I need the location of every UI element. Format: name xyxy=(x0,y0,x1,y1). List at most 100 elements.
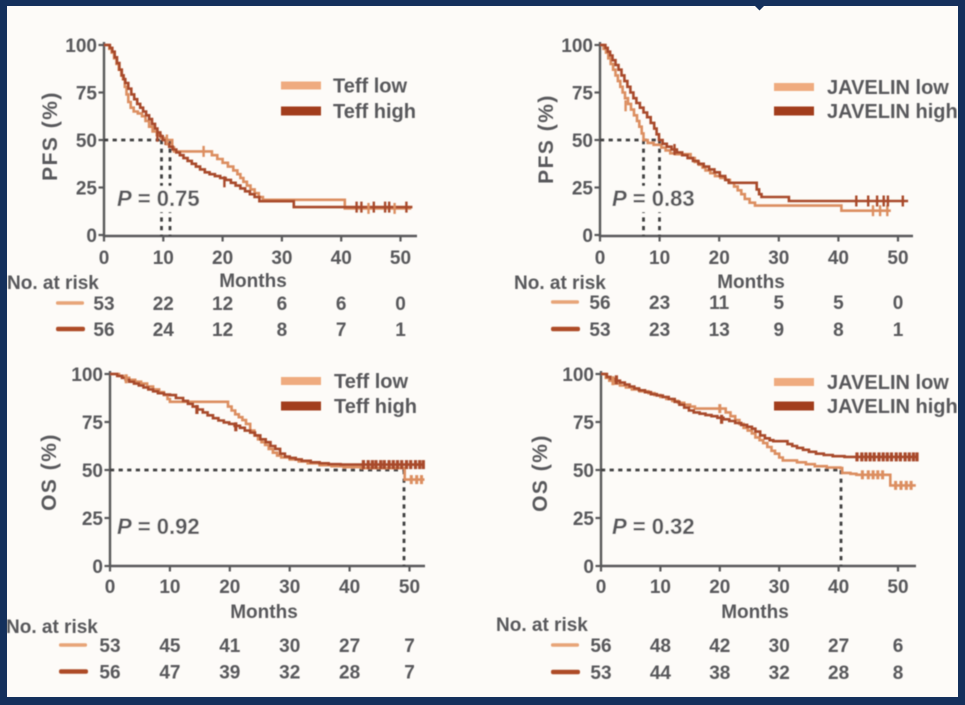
svg-text:OS (%): OS (%) xyxy=(38,433,61,511)
svg-text:50: 50 xyxy=(572,131,593,152)
svg-text:56: 56 xyxy=(99,662,120,683)
svg-text:30: 30 xyxy=(279,577,300,598)
svg-text:30: 30 xyxy=(769,577,790,598)
svg-text:0: 0 xyxy=(105,577,116,598)
svg-text:Months: Months xyxy=(721,602,789,623)
svg-text:P = 0.32: P = 0.32 xyxy=(612,514,695,539)
svg-text:7: 7 xyxy=(404,636,415,657)
svg-text:50: 50 xyxy=(76,131,97,152)
svg-text:32: 32 xyxy=(769,663,790,684)
svg-text:0: 0 xyxy=(86,226,97,247)
svg-text:JAVELIN high: JAVELIN high xyxy=(827,396,958,418)
svg-text:45: 45 xyxy=(159,636,181,657)
svg-text:No. at risk: No. at risk xyxy=(514,273,606,294)
svg-text:20: 20 xyxy=(219,577,240,598)
svg-text:53: 53 xyxy=(99,636,120,657)
svg-text:38: 38 xyxy=(709,663,730,684)
svg-text:53: 53 xyxy=(589,320,610,341)
svg-text:20: 20 xyxy=(212,248,233,269)
svg-text:39: 39 xyxy=(219,662,240,683)
svg-text:56: 56 xyxy=(589,293,610,314)
svg-text:7: 7 xyxy=(336,320,347,341)
svg-text:0: 0 xyxy=(596,577,607,598)
svg-text:Teff low: Teff low xyxy=(334,371,409,393)
svg-text:OS (%): OS (%) xyxy=(529,434,552,512)
svg-text:30: 30 xyxy=(279,636,300,657)
svg-text:10: 10 xyxy=(649,248,670,269)
svg-text:50: 50 xyxy=(82,461,103,482)
svg-text:25: 25 xyxy=(76,178,98,199)
svg-text:0: 0 xyxy=(582,226,593,247)
svg-text:Months: Months xyxy=(219,271,287,292)
svg-text:100: 100 xyxy=(562,365,594,386)
svg-text:100: 100 xyxy=(65,36,97,57)
svg-text:8: 8 xyxy=(833,320,844,341)
svg-text:6: 6 xyxy=(336,294,347,315)
svg-text:50: 50 xyxy=(390,248,411,269)
svg-text:8: 8 xyxy=(277,320,288,341)
svg-text:PFS (%): PFS (%) xyxy=(39,91,62,181)
svg-text:No. at risk: No. at risk xyxy=(6,617,98,638)
svg-text:Teff low: Teff low xyxy=(333,76,408,98)
svg-text:0: 0 xyxy=(92,557,103,578)
svg-text:23: 23 xyxy=(649,293,670,314)
svg-text:0: 0 xyxy=(893,293,904,314)
svg-text:53: 53 xyxy=(93,294,114,315)
svg-text:0: 0 xyxy=(99,248,110,269)
svg-text:44: 44 xyxy=(650,663,672,684)
svg-text:53: 53 xyxy=(590,663,611,684)
svg-text:10: 10 xyxy=(650,577,671,598)
svg-text:P = 0.75: P = 0.75 xyxy=(117,186,200,211)
svg-text:28: 28 xyxy=(828,663,849,684)
svg-text:41: 41 xyxy=(219,636,241,657)
svg-text:75: 75 xyxy=(82,413,104,434)
svg-text:13: 13 xyxy=(709,320,730,341)
svg-text:27: 27 xyxy=(339,636,360,657)
svg-text:27: 27 xyxy=(828,636,849,657)
svg-text:75: 75 xyxy=(572,83,594,104)
svg-text:P = 0.92: P = 0.92 xyxy=(117,514,200,539)
svg-text:5: 5 xyxy=(833,293,844,314)
svg-text:20: 20 xyxy=(709,248,730,269)
svg-text:0: 0 xyxy=(395,294,406,315)
svg-text:JAVELIN high: JAVELIN high xyxy=(827,101,958,123)
svg-text:48: 48 xyxy=(650,636,671,657)
svg-text:5: 5 xyxy=(774,293,785,314)
svg-text:12: 12 xyxy=(212,320,233,341)
svg-text:100: 100 xyxy=(561,36,593,57)
svg-text:30: 30 xyxy=(769,636,790,657)
svg-text:42: 42 xyxy=(709,636,730,657)
svg-text:10: 10 xyxy=(153,248,174,269)
svg-text:56: 56 xyxy=(590,636,611,657)
svg-text:50: 50 xyxy=(399,577,420,598)
svg-text:1: 1 xyxy=(395,320,406,341)
svg-text:50: 50 xyxy=(887,248,908,269)
svg-text:25: 25 xyxy=(572,178,594,199)
svg-text:22: 22 xyxy=(153,294,174,315)
svg-text:28: 28 xyxy=(339,662,360,683)
svg-text:50: 50 xyxy=(573,461,594,482)
svg-text:Teff high: Teff high xyxy=(334,396,417,418)
svg-text:8: 8 xyxy=(893,663,904,684)
svg-text:25: 25 xyxy=(82,509,104,530)
svg-text:No. at risk: No. at risk xyxy=(7,273,99,294)
svg-text:0: 0 xyxy=(583,557,594,578)
svg-text:24: 24 xyxy=(153,320,175,341)
svg-text:40: 40 xyxy=(828,577,849,598)
svg-text:Months: Months xyxy=(717,272,785,293)
svg-text:Teff high: Teff high xyxy=(333,101,416,123)
svg-text:20: 20 xyxy=(709,577,730,598)
svg-text:50: 50 xyxy=(887,577,908,598)
svg-text:47: 47 xyxy=(159,662,180,683)
svg-text:P = 0.83: P = 0.83 xyxy=(612,186,695,211)
svg-text:40: 40 xyxy=(339,577,360,598)
svg-text:23: 23 xyxy=(649,320,670,341)
svg-text:No. at risk: No. at risk xyxy=(496,615,588,636)
svg-text:30: 30 xyxy=(768,248,789,269)
svg-text:PFS (%): PFS (%) xyxy=(535,94,558,184)
svg-text:JAVELIN low: JAVELIN low xyxy=(827,372,949,394)
svg-text:40: 40 xyxy=(331,248,352,269)
svg-text:Months: Months xyxy=(230,602,298,623)
svg-text:25: 25 xyxy=(573,509,595,530)
svg-text:1: 1 xyxy=(893,320,904,341)
